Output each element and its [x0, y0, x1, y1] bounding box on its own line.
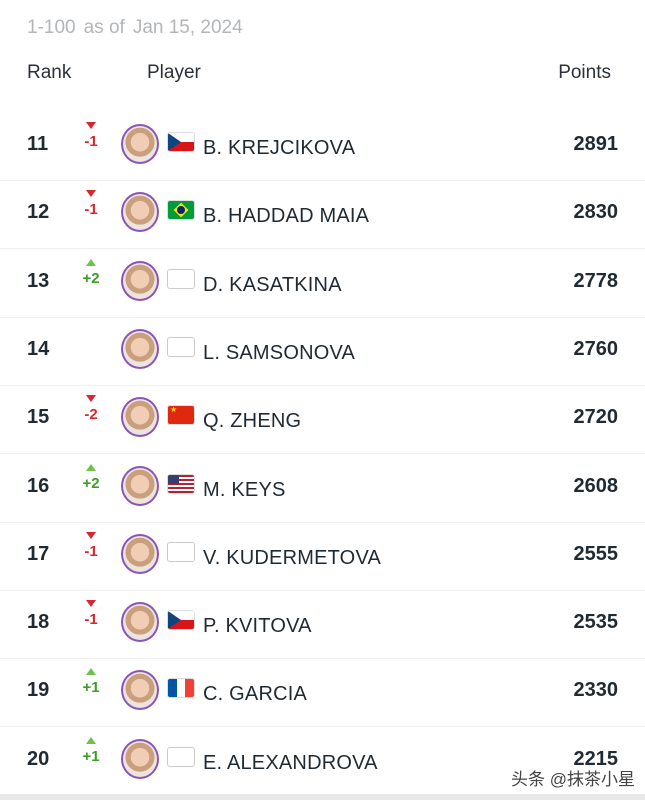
range-label: 1-100	[27, 17, 76, 38]
arrow-down-icon	[86, 600, 96, 608]
flag-placeholder-icon	[167, 268, 195, 289]
rank-change-value: +1	[82, 747, 100, 765]
points: 2215	[573, 747, 619, 770]
rank-change: -2	[78, 395, 104, 423]
player-name[interactable]: V. KUDERMETOVA	[203, 546, 382, 569]
rank: 15	[27, 406, 50, 429]
points: 2720	[573, 406, 619, 429]
points: 2535	[573, 611, 619, 634]
watermark: 头条 @抹茶小星	[511, 770, 635, 789]
points: 2778	[573, 269, 619, 292]
points: 2760	[573, 337, 619, 360]
rank: 17	[27, 542, 50, 565]
avatar[interactable]	[121, 192, 159, 233]
player-column-header[interactable]: Player	[147, 62, 201, 83]
rank-change-value: -2	[84, 406, 98, 424]
arrow-up-icon	[86, 463, 96, 471]
rank-change: -1	[78, 531, 104, 560]
rank-change: -1	[78, 190, 104, 218]
points: 2608	[573, 474, 619, 497]
player-name[interactable]: Q. ZHENG	[203, 410, 302, 433]
rank-change-value: +1	[82, 679, 100, 697]
points: 2830	[573, 201, 619, 224]
arrow-up-icon	[86, 736, 96, 744]
flag-placeholder-icon	[167, 541, 195, 562]
avatar[interactable]	[121, 328, 159, 369]
bottom-bar	[0, 794, 645, 800]
flag-fr-icon	[167, 678, 195, 699]
table-row[interactable]: 18 -1 P. KVITOVA 2535	[0, 590, 645, 660]
rank-change-value: +2	[82, 269, 100, 287]
player-name[interactable]: M. KEYS	[203, 478, 286, 501]
arrow-down-icon	[86, 531, 96, 539]
table-row[interactable]: 13 +2 D. KASATKINA 2778	[0, 249, 645, 318]
as-of-label: as of	[83, 17, 125, 38]
table-row[interactable]: 11 -1 B. KREJCIKOVA 2891	[0, 112, 645, 181]
flag-cz-icon	[167, 132, 195, 152]
rank: 19	[27, 679, 50, 702]
rank: 18	[27, 611, 50, 634]
avatar[interactable]	[121, 738, 159, 779]
table-row[interactable]: 12 -1 B. HADDAD MAIA 2830	[0, 180, 645, 250]
points: 2555	[573, 542, 619, 565]
avatar[interactable]	[121, 602, 159, 643]
rank-change: -1	[78, 122, 104, 150]
player-name[interactable]: B. HADDAD MAIA	[203, 205, 370, 228]
points: 2891	[573, 133, 619, 155]
rank: 20	[27, 747, 50, 770]
points: 2330	[573, 679, 619, 702]
table-row[interactable]: 19 +1 C. GARCIA 2330	[0, 658, 645, 728]
table-row[interactable]: 17 -1 V. KUDERMETOVA 2555	[0, 522, 645, 591]
rank-change: +1	[78, 668, 104, 696]
table-row[interactable]: 14 L. SAMSONOVA 2760	[0, 317, 645, 386]
player-name[interactable]: B. KREJCIKOVA	[203, 137, 356, 159]
avatar[interactable]	[121, 465, 159, 506]
rank-change-value: +2	[82, 474, 100, 492]
player-name[interactable]: D. KASATKINA	[203, 273, 342, 296]
flag-cn-icon: ★	[167, 405, 195, 426]
date-label: Jan 15, 2024	[132, 17, 243, 38]
arrow-down-icon	[86, 190, 96, 198]
table-row[interactable]: 15 -2 ★ Q. ZHENG 2720	[0, 385, 645, 455]
avatar[interactable]	[121, 124, 159, 164]
player-name[interactable]: L. SAMSONOVA	[203, 341, 356, 364]
flag-us-icon	[167, 473, 195, 494]
rank-change: +1	[78, 736, 104, 765]
rank: 14	[27, 337, 50, 360]
ranking-subtitle: 1-100 as of Jan 15, 2024	[27, 17, 251, 39]
flag-placeholder-icon	[167, 746, 195, 767]
rank-change-value: -1	[84, 542, 98, 560]
rank-change-value: -1	[84, 201, 98, 219]
table-row[interactable]: 16 +2 M. KEYS 2608	[0, 454, 645, 523]
points-column-header[interactable]: Points	[558, 62, 611, 83]
avatar[interactable]	[121, 397, 159, 438]
player-name[interactable]: P. KVITOVA	[203, 615, 312, 638]
player-name[interactable]: C. GARCIA	[203, 683, 308, 706]
rank: 12	[27, 201, 50, 224]
rank-change: +2	[78, 463, 104, 492]
flag-br-icon	[167, 200, 195, 221]
rank-change: -1	[78, 600, 104, 628]
player-name[interactable]: E. ALEXANDROVA	[203, 751, 378, 774]
rank-column-header[interactable]: Rank	[27, 62, 72, 83]
rank-change-value: -1	[84, 133, 98, 150]
rank-change: +2	[78, 258, 104, 287]
arrow-down-icon	[86, 395, 96, 403]
rank: 13	[27, 269, 50, 292]
rank: 16	[27, 474, 50, 497]
rank-change-value: -1	[84, 611, 98, 629]
avatar[interactable]	[121, 260, 159, 301]
arrow-down-icon	[86, 122, 96, 129]
arrow-up-icon	[86, 258, 96, 266]
rank: 11	[27, 133, 49, 155]
avatar[interactable]	[121, 533, 159, 574]
arrow-up-icon	[86, 668, 96, 676]
flag-cz-icon	[167, 610, 195, 631]
flag-placeholder-icon	[167, 336, 195, 357]
avatar[interactable]	[121, 670, 159, 711]
